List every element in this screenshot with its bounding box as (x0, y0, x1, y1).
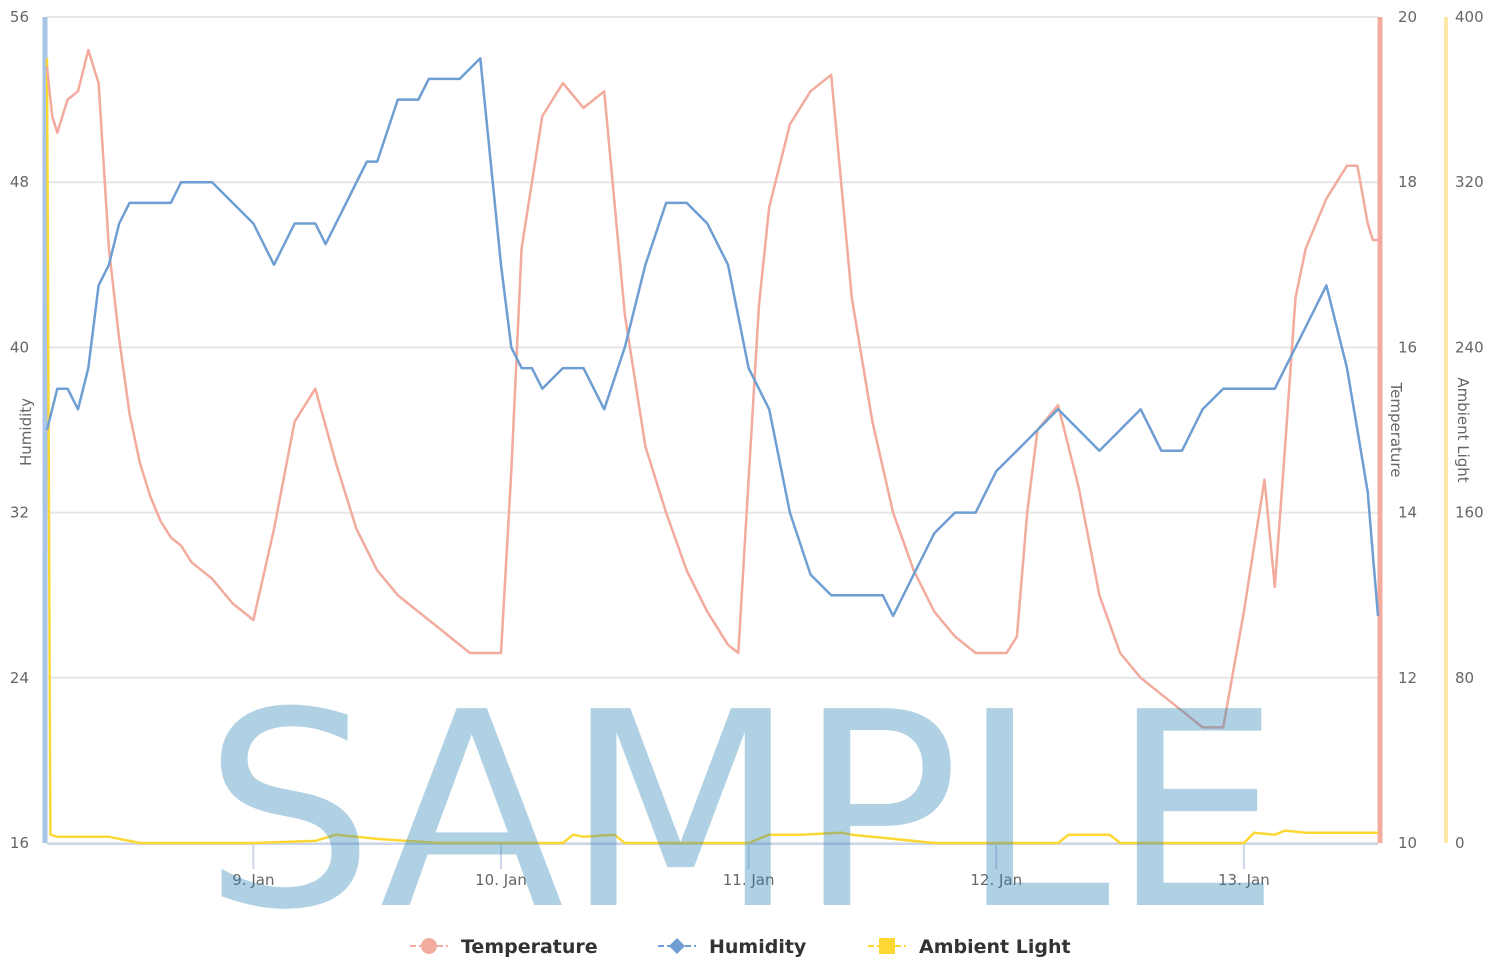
x-tick-label: 12. Jan (970, 871, 1022, 889)
temperature-tick-label: 10 (1398, 834, 1417, 852)
humidity-tick-label: 56 (10, 8, 29, 26)
series-line-humidity (45, 57, 1380, 618)
ambient-tick-label: 240 (1455, 338, 1484, 356)
legend-square-marker (879, 938, 895, 954)
legend-label: Temperature (461, 936, 598, 958)
legend-label: Humidity (709, 936, 807, 958)
temperature-tick-label: 12 (1398, 669, 1417, 687)
ambient-tick-label: 0 (1455, 834, 1465, 852)
x-tick-label: 10. Jan (475, 871, 527, 889)
ambient-tick-label: 160 (1455, 504, 1484, 522)
humidity-tick-label: 40 (10, 338, 29, 356)
humidity-tick-label: 48 (10, 173, 29, 191)
temperature-tick-label: 16 (1398, 338, 1417, 356)
temperature-tick-label: 20 (1398, 8, 1417, 26)
legend: Temperature Humidity Ambient Light (410, 936, 1071, 958)
legend-circle-marker (421, 938, 437, 954)
humidity-axis-title: Humidity (17, 398, 35, 466)
humidity-tick-label: 16 (10, 834, 29, 852)
x-tick-label: 11. Jan (723, 871, 775, 889)
sample-watermark: SAMPLE (203, 654, 1281, 963)
temperature-axis-title: Temperature (1387, 381, 1405, 477)
x-tick-label: 9. Jan (232, 871, 274, 889)
temperature-tick-label: 14 (1398, 504, 1417, 522)
ambient-light-axis-title: Ambient Light (1454, 377, 1472, 482)
humidity-tick-label: 32 (10, 504, 29, 522)
x-tick-label: 13. Jan (1218, 871, 1270, 889)
legend-diamond-marker (669, 938, 685, 954)
y-axes: 16 24 32 40 48 56 10 12 14 16 18 20 0 80 160 240 320 400 (10, 8, 1484, 852)
humidity-tick-label: 24 (10, 669, 29, 687)
ambient-tick-label: 400 (1455, 8, 1484, 26)
series-line-ambient-light (45, 58, 1378, 845)
series-lines (45, 48, 1380, 845)
temperature-tick-label: 18 (1398, 173, 1417, 191)
series-line-temperature (45, 48, 1378, 729)
ambient-tick-label: 80 (1455, 669, 1474, 687)
ambient-tick-label: 320 (1455, 173, 1484, 191)
legend-label: Ambient Light (919, 936, 1071, 958)
